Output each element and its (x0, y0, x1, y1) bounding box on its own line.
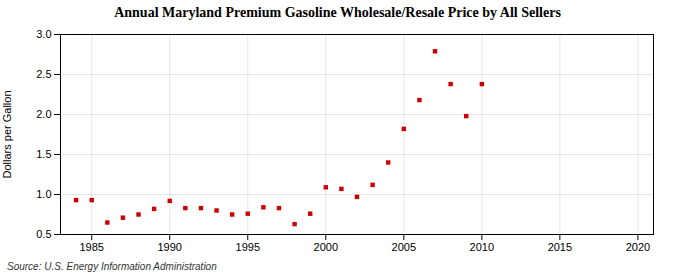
svg-text:3.0: 3.0 (36, 28, 51, 40)
svg-text:1985: 1985 (79, 241, 103, 253)
html-text:Source: U.S. Energy Informatio: Source: U.S. Energy Information Administ… (7, 261, 217, 272)
svg-text:0.5: 0.5 (36, 228, 51, 240)
svg-text:1.5: 1.5 (36, 148, 51, 160)
svg-text:2010: 2010 (470, 241, 494, 253)
svg-text:1990: 1990 (157, 241, 181, 253)
svg-text:2.5: 2.5 (36, 68, 51, 80)
svg-text:1.0: 1.0 (36, 188, 51, 200)
svg-text:2.0: 2.0 (36, 108, 51, 120)
svg-text:2000: 2000 (314, 241, 338, 253)
svg-text:2020: 2020 (626, 241, 650, 253)
html-text:Annual Maryland Premium Gasoli: Annual Maryland Premium Gasoline Wholesa… (114, 5, 561, 20)
svg-text:2005: 2005 (392, 241, 416, 253)
svg-text:1995: 1995 (236, 241, 260, 253)
svg-text:Dollars per Gallon: Dollars per Gallon (1, 90, 13, 178)
svg-text:2015: 2015 (548, 241, 572, 253)
